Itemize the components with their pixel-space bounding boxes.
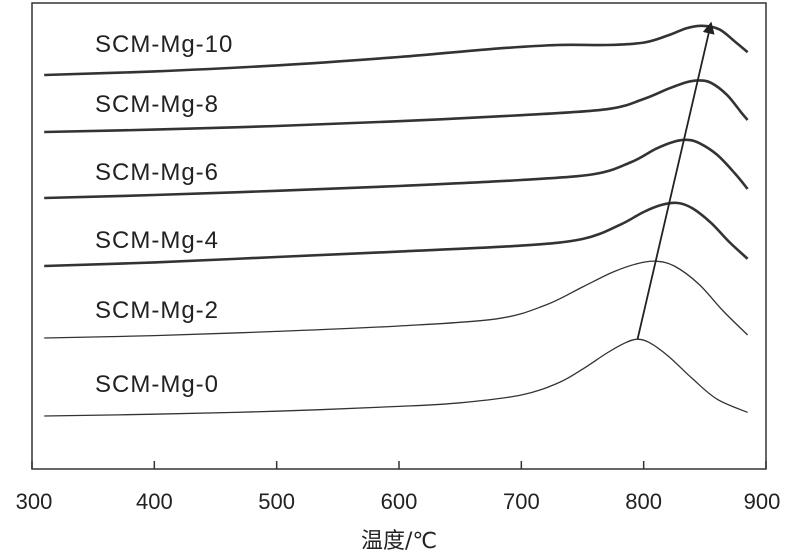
x-tick-label-800: 800 [625,489,662,514]
series-label-scm-mg-8: SCM-Mg-8 [95,91,219,118]
series-label-scm-mg-10: SCM-Mg-10 [95,31,233,58]
series-line-scm-mg-6 [44,138,749,200]
x-tick-label-300: 300 [16,489,53,514]
x-tick-label-500: 500 [258,489,295,514]
x-axis-ticks: 300 400 500 600 700 800 900 [16,461,781,514]
series-label-scm-mg-4: SCM-Mg-4 [95,227,219,254]
series-line-scm-mg-0 [44,338,748,417]
series-line-scm-mg-2 [44,260,749,339]
series-label-scm-mg-2: SCM-Mg-2 [95,297,219,324]
x-tick-label-600: 600 [381,489,418,514]
x-axis-title: 温度/℃ [361,529,437,554]
series-label-scm-mg-0: SCM-Mg-0 [95,371,219,398]
x-tick-label-400: 400 [136,489,173,514]
series-line-scm-mg-4 [44,201,749,268]
series-label-scm-mg-6: SCM-Mg-6 [95,159,219,186]
series-curves [44,24,749,417]
x-tick-label-900: 900 [744,489,781,514]
peak-shift-arrow [636,21,715,340]
x-tick-label-700: 700 [503,489,540,514]
series-line-scm-mg-8 [44,79,749,134]
series-labels: SCM-Mg-0 SCM-Mg-2 SCM-Mg-4 SCM-Mg-6 SCM-Mg-8… [95,31,233,398]
